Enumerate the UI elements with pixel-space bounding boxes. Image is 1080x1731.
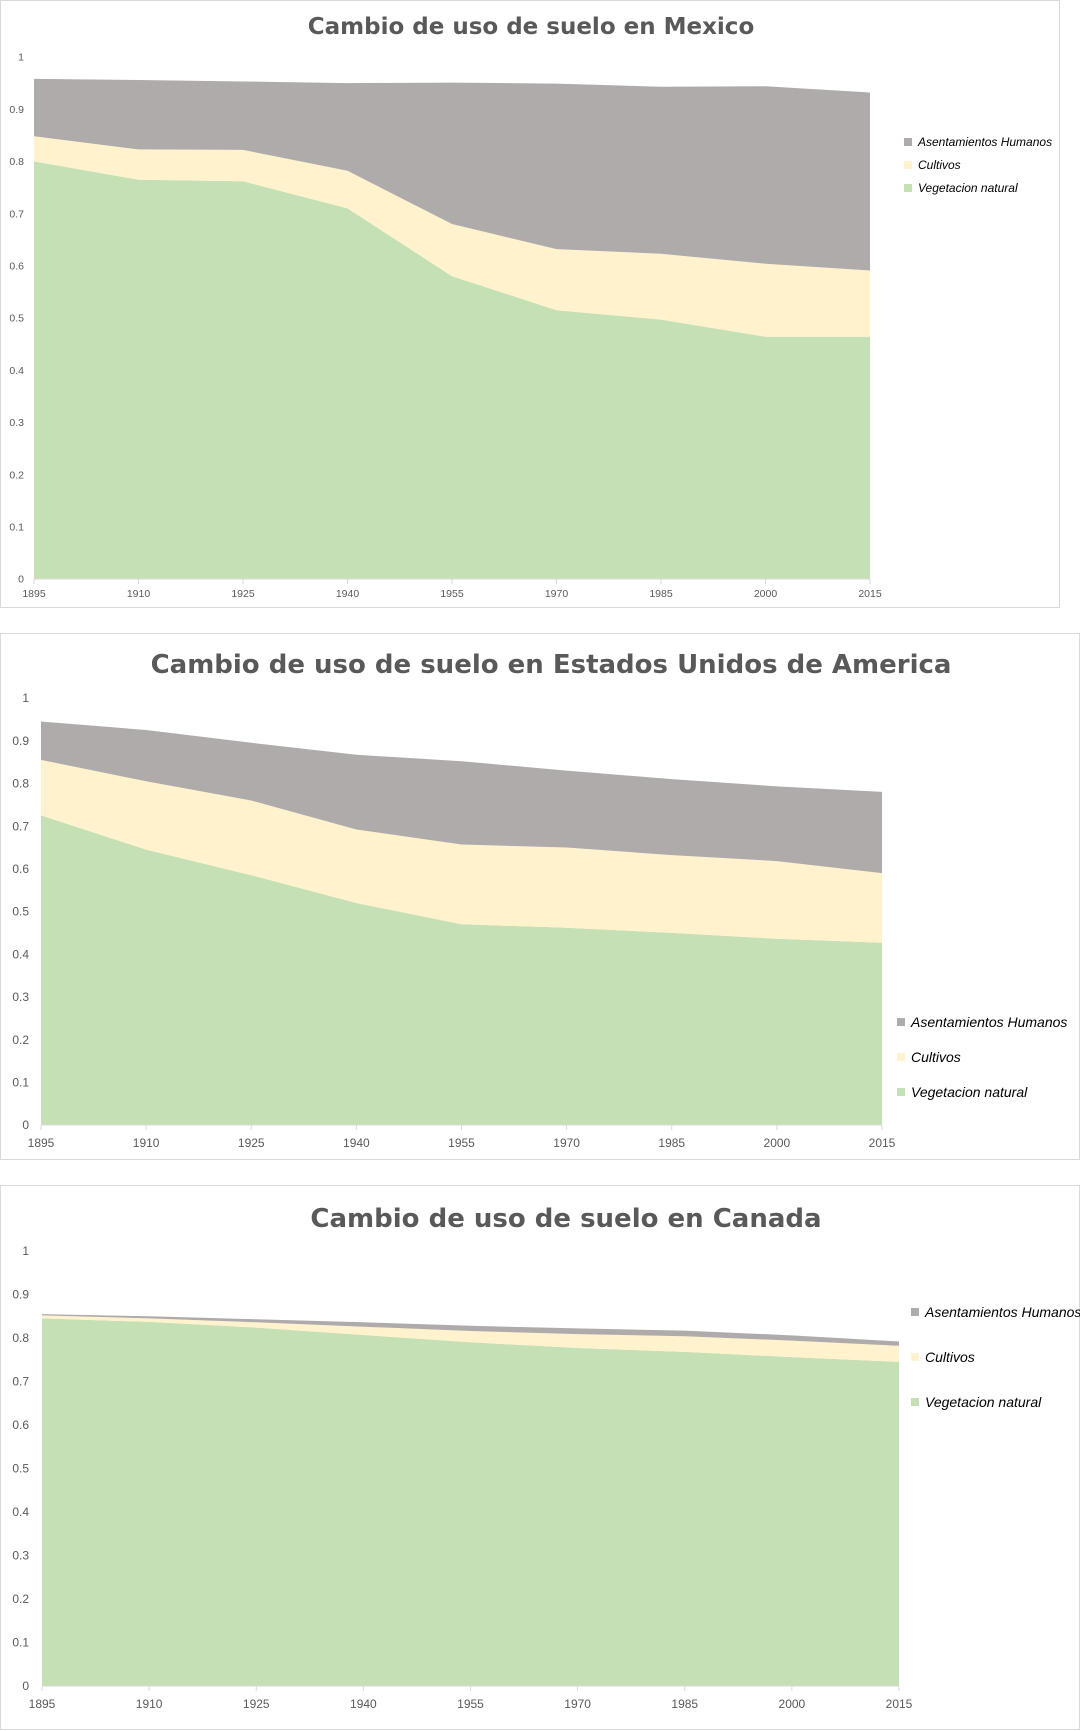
chart-canada-content: Cambio de uso de suelo en Canada 1895 1910… bbox=[12, 1204, 1080, 1711]
x-tick-label: 1955 bbox=[440, 588, 464, 600]
y-tick-label: 0.3 bbox=[9, 417, 24, 429]
x-tick-label: 2015 bbox=[858, 588, 882, 600]
legend-label-cultivos: Cultivos bbox=[918, 158, 961, 172]
y-tick-label: 0.9 bbox=[12, 1288, 29, 1302]
chart-mexico: Cambio de uso de suelo en Mexico 1895 1910… bbox=[9, 14, 1052, 600]
area-cultivos bbox=[42, 1315, 899, 1362]
chart-title: Cambio de uso de suelo en Mexico bbox=[308, 14, 755, 40]
legend-label-asentamientos-humanos: Asentamientos Humanos bbox=[924, 1304, 1080, 1320]
y-tick-label: 0 bbox=[18, 574, 24, 586]
x-tick-label: 2000 bbox=[779, 1697, 806, 1711]
x-tick-label: 1895 bbox=[22, 588, 46, 600]
y-tick-label: 0.1 bbox=[12, 1076, 29, 1090]
y-tick-label: 0.9 bbox=[9, 104, 24, 116]
y-tick-label: 0.7 bbox=[12, 819, 29, 833]
y-tick-label: 0.3 bbox=[12, 990, 29, 1004]
legend-label-vegetacion-natural: Vegetacion natural bbox=[911, 1084, 1028, 1100]
area-asentamientos-humanos bbox=[41, 721, 882, 874]
legend-label-cultivos: Cultivos bbox=[925, 1349, 975, 1365]
x-tick-label: 2000 bbox=[764, 1136, 791, 1150]
y-tick-label: 0.3 bbox=[12, 1549, 29, 1563]
y-tick-label: 0.7 bbox=[9, 208, 24, 220]
y-tick-label: 0.2 bbox=[9, 469, 24, 481]
x-tick-label: 1970 bbox=[564, 1697, 591, 1711]
y-tick-label: 0.5 bbox=[12, 1462, 29, 1476]
x-tick-label: 1955 bbox=[457, 1697, 484, 1711]
area-vegetacion-natural bbox=[42, 1318, 899, 1686]
y-tick-label: 0.8 bbox=[12, 777, 29, 791]
legend-swatch-cultivos bbox=[904, 161, 912, 169]
x-tick-label: 1925 bbox=[243, 1697, 270, 1711]
legend-swatch-cultivos bbox=[911, 1353, 919, 1361]
y-tick-label: 0 bbox=[22, 1118, 29, 1132]
y-tick-label: 0.2 bbox=[12, 1033, 29, 1047]
area-cultivos bbox=[41, 759, 882, 943]
legend-label-vegetacion-natural: Vegetacion natural bbox=[925, 1394, 1042, 1410]
y-tick-label: 0.8 bbox=[12, 1331, 29, 1345]
legend-swatch-vegetacion-natural bbox=[911, 1398, 919, 1406]
y-tick-label: 0.4 bbox=[12, 947, 29, 961]
y-tick-label: 0.4 bbox=[9, 365, 24, 377]
y-tick-label: 0.6 bbox=[12, 862, 29, 876]
x-tick-label: 1970 bbox=[553, 1136, 580, 1150]
area-vegetacion-natural bbox=[34, 161, 870, 579]
legend-swatch-asentamientos-humanos bbox=[897, 1018, 905, 1026]
x-tick-label: 2015 bbox=[886, 1697, 913, 1711]
x-tick-label: 2000 bbox=[754, 588, 778, 600]
chart-panel-usa: Cambio de uso de suelo en Estados Unidos… bbox=[0, 633, 1080, 1160]
legend-label-vegetacion-natural: Vegetacion natural bbox=[918, 181, 1018, 195]
legend-swatch-asentamientos-humanos bbox=[911, 1308, 919, 1316]
x-tick-label: 1895 bbox=[28, 1136, 55, 1150]
y-tick-label: 0.5 bbox=[12, 905, 29, 919]
y-tick-label: 0.4 bbox=[12, 1505, 29, 1519]
chart-canada: Cambio de uso de suelo en Canada 1895 1910… bbox=[12, 1204, 1080, 1711]
x-tick-label: 1985 bbox=[649, 588, 673, 600]
chart-title: Cambio de uso de suelo en Estados Unidos… bbox=[151, 650, 952, 680]
x-tick-label: 1910 bbox=[127, 588, 151, 600]
x-tick-label: 1955 bbox=[448, 1136, 475, 1150]
legend-label-asentamientos-humanos: Asentamientos Humanos bbox=[917, 135, 1052, 149]
y-tick-label: 1 bbox=[18, 52, 24, 64]
chart-panel-mexico: Cambio de uso de suelo en Mexico 1895 1910… bbox=[0, 0, 1060, 608]
x-tick-label: 1940 bbox=[350, 1697, 377, 1711]
legend-label-asentamientos-humanos: Asentamientos Humanos bbox=[910, 1014, 1067, 1030]
y-tick-label: 0.1 bbox=[12, 1636, 29, 1650]
y-tick-label: 0.5 bbox=[9, 313, 24, 325]
x-tick-label: 2015 bbox=[869, 1136, 896, 1150]
chart-usa-content: Cambio de uso de suelo en Estados Unidos… bbox=[12, 650, 1067, 1150]
area-asentamientos-humanos bbox=[42, 1314, 899, 1346]
y-tick-label: 0.8 bbox=[9, 156, 24, 168]
x-tick-label: 1925 bbox=[238, 1136, 265, 1150]
area-cultivos bbox=[34, 136, 870, 337]
y-tick-label: 0 bbox=[22, 1679, 29, 1693]
y-tick-label: 1 bbox=[22, 1244, 29, 1258]
chart-mexico-content: Cambio de uso de suelo en Mexico 1895 1910… bbox=[9, 14, 1052, 600]
x-tick-label: 1910 bbox=[133, 1136, 160, 1150]
chart-title: Cambio de uso de suelo en Canada bbox=[310, 1204, 821, 1234]
legend-swatch-asentamientos-humanos bbox=[904, 138, 912, 146]
chart-usa: Cambio de uso de suelo en Estados Unidos… bbox=[12, 650, 1067, 1150]
x-tick-label: 1895 bbox=[29, 1697, 56, 1711]
y-tick-label: 1 bbox=[22, 691, 29, 705]
y-tick-label: 0.9 bbox=[12, 734, 29, 748]
y-tick-label: 0.6 bbox=[12, 1418, 29, 1432]
y-tick-label: 0.1 bbox=[9, 521, 24, 533]
y-tick-label: 0.6 bbox=[9, 260, 24, 272]
x-tick-label: 1940 bbox=[336, 588, 360, 600]
x-tick-label: 1970 bbox=[545, 588, 569, 600]
legend-label-cultivos: Cultivos bbox=[911, 1049, 961, 1065]
x-tick-label: 1940 bbox=[343, 1136, 370, 1150]
x-tick-label: 1985 bbox=[671, 1697, 698, 1711]
area-vegetacion-natural bbox=[41, 815, 882, 1125]
y-tick-label: 0.7 bbox=[12, 1375, 29, 1389]
area-asentamientos-humanos bbox=[34, 78, 870, 271]
y-tick-label: 0.2 bbox=[12, 1592, 29, 1606]
x-tick-label: 1985 bbox=[658, 1136, 685, 1150]
x-tick-label: 1925 bbox=[231, 588, 255, 600]
legend-swatch-vegetacion-natural bbox=[897, 1088, 905, 1096]
chart-panel-canada: Cambio de uso de suelo en Canada 1895 1910… bbox=[0, 1185, 1080, 1730]
legend-swatch-cultivos bbox=[897, 1053, 905, 1061]
x-tick-label: 1910 bbox=[136, 1697, 163, 1711]
legend-swatch-vegetacion-natural bbox=[904, 184, 912, 192]
